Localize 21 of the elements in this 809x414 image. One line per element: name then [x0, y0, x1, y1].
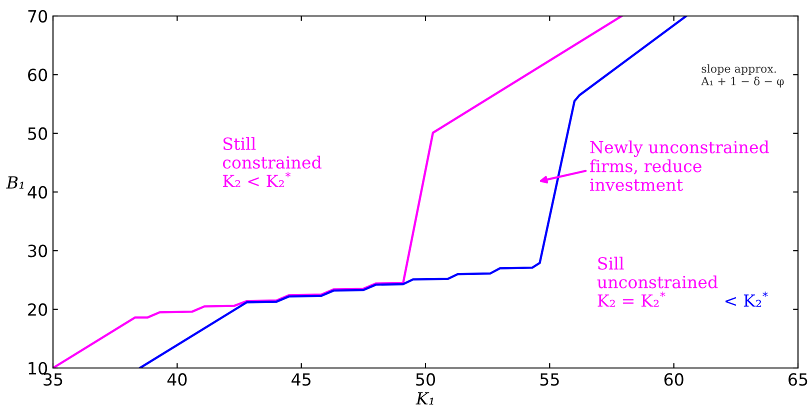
y-tick-label: 70 — [28, 10, 48, 23]
x-tick-label: 40 — [167, 373, 187, 386]
y-tick-label: 60 — [28, 68, 48, 82]
y-tick-label: 20 — [28, 303, 48, 316]
annotation: Still constrained K₂ < K₂$^{*}$ — [222, 137, 322, 188]
y-tick-label: 50 — [28, 127, 48, 140]
x-tick-label: 35 — [44, 373, 62, 386]
annotation: slope approx. A₁ + 1 − δ − φ — [701, 64, 784, 88]
annotation: Sill unconstrained K₂ = K₂$^{*}$ — [597, 256, 718, 307]
x-tick-label: 55 — [540, 373, 559, 386]
x-tick-label: 50 — [416, 373, 435, 386]
y-tick-label: 40 — [28, 186, 48, 199]
x-axis-title: K₁ — [416, 392, 434, 404]
x-tick-label: 60 — [664, 373, 684, 386]
x-tick-label: 65 — [788, 373, 808, 386]
annotation: < K₂$^{*}$ — [725, 292, 768, 307]
y-tick-label: 30 — [28, 244, 48, 258]
annotation: Newly unconstrained firms, reduce investment — [590, 140, 769, 191]
y-tick-label: 10 — [28, 362, 48, 375]
x-tick-label: 45 — [292, 373, 310, 386]
y-axis-title: B₁ — [6, 176, 24, 189]
